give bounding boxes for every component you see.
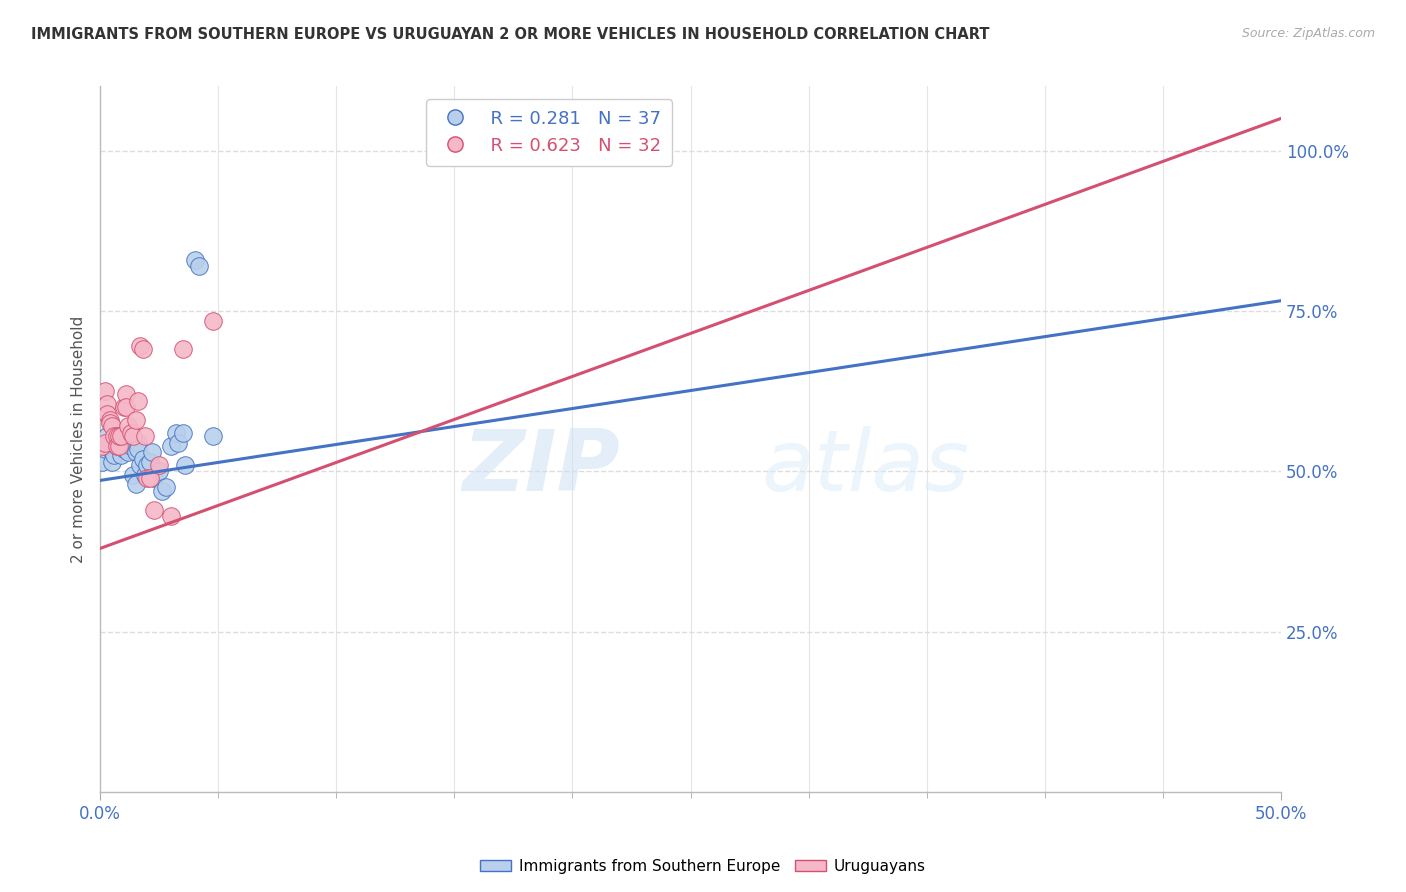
Point bbox=[143, 471, 166, 485]
Point bbox=[127, 442, 149, 456]
Point bbox=[148, 464, 170, 478]
Point bbox=[105, 439, 128, 453]
Point bbox=[108, 429, 131, 443]
Point bbox=[172, 343, 194, 357]
Point bbox=[136, 458, 159, 472]
Point bbox=[103, 429, 125, 443]
Point bbox=[160, 509, 183, 524]
Text: IMMIGRANTS FROM SOUTHERN EUROPE VS URUGUAYAN 2 OR MORE VEHICLES IN HOUSEHOLD COR: IMMIGRANTS FROM SOUTHERN EUROPE VS URUGU… bbox=[31, 27, 990, 42]
Point bbox=[98, 417, 121, 431]
Point bbox=[148, 458, 170, 472]
Legend:   R = 0.281   N = 37,   R = 0.623   N = 32: R = 0.281 N = 37, R = 0.623 N = 32 bbox=[426, 99, 672, 166]
Point bbox=[155, 480, 177, 494]
Point bbox=[122, 467, 145, 482]
Point bbox=[202, 313, 225, 327]
Point bbox=[103, 435, 125, 450]
Point bbox=[110, 449, 132, 463]
Point bbox=[94, 442, 117, 456]
Point bbox=[127, 393, 149, 408]
Point bbox=[91, 439, 114, 453]
Point bbox=[94, 435, 117, 450]
Point bbox=[91, 455, 114, 469]
Point bbox=[120, 439, 142, 453]
Point bbox=[117, 419, 139, 434]
Point bbox=[129, 458, 152, 472]
Text: Source: ZipAtlas.com: Source: ZipAtlas.com bbox=[1241, 27, 1375, 40]
Text: atlas: atlas bbox=[762, 426, 969, 509]
Point bbox=[160, 439, 183, 453]
Point bbox=[98, 413, 121, 427]
Point bbox=[124, 477, 146, 491]
Point bbox=[101, 419, 124, 434]
Legend: Immigrants from Southern Europe, Uruguayans: Immigrants from Southern Europe, Uruguay… bbox=[474, 853, 932, 880]
Point bbox=[115, 435, 138, 450]
Point bbox=[143, 503, 166, 517]
Point bbox=[117, 445, 139, 459]
Point bbox=[165, 425, 187, 440]
Point bbox=[124, 445, 146, 459]
Point bbox=[131, 451, 153, 466]
Point bbox=[122, 429, 145, 443]
Point bbox=[183, 252, 205, 267]
Point bbox=[98, 442, 121, 456]
Point bbox=[108, 439, 131, 453]
Point bbox=[115, 387, 138, 401]
Point bbox=[96, 397, 118, 411]
Point bbox=[115, 401, 138, 415]
Point bbox=[103, 449, 125, 463]
Point bbox=[112, 442, 135, 456]
Point bbox=[150, 483, 173, 498]
Point bbox=[108, 429, 131, 443]
Point bbox=[141, 445, 163, 459]
Point bbox=[138, 471, 160, 485]
Point bbox=[134, 467, 156, 482]
Point bbox=[172, 425, 194, 440]
Point bbox=[124, 413, 146, 427]
Point bbox=[105, 429, 128, 443]
Point bbox=[105, 439, 128, 453]
Point bbox=[174, 458, 197, 472]
Point bbox=[127, 435, 149, 450]
Point bbox=[134, 429, 156, 443]
Point bbox=[131, 343, 153, 357]
Point bbox=[120, 425, 142, 440]
Y-axis label: 2 or more Vehicles in Household: 2 or more Vehicles in Household bbox=[72, 316, 86, 563]
Point bbox=[96, 429, 118, 443]
Point bbox=[138, 455, 160, 469]
Point bbox=[112, 401, 135, 415]
Point bbox=[101, 455, 124, 469]
Point bbox=[94, 384, 117, 399]
Point bbox=[110, 429, 132, 443]
Point bbox=[202, 429, 225, 443]
Point bbox=[136, 471, 159, 485]
Point bbox=[129, 339, 152, 353]
Point bbox=[96, 407, 118, 421]
Point bbox=[188, 259, 211, 273]
Point bbox=[167, 435, 190, 450]
Text: ZIP: ZIP bbox=[463, 426, 620, 509]
